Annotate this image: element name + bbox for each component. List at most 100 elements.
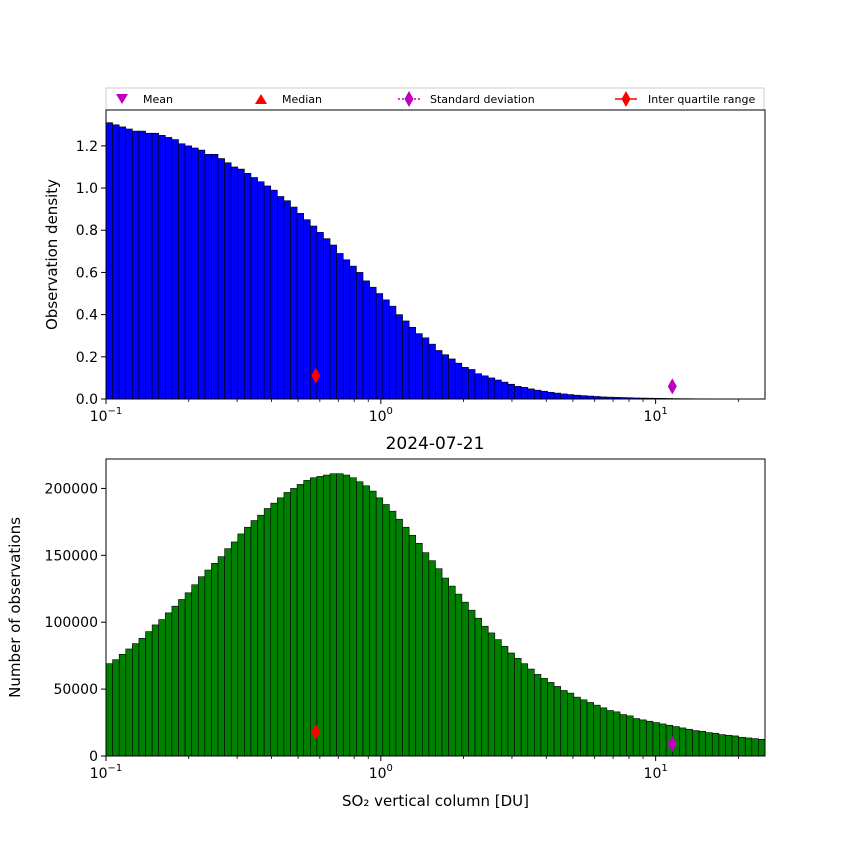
histogram-bar [290,206,298,400]
histogram-bar [118,126,127,400]
x-tick-label: 101 [644,406,668,425]
legend-label: Standard deviation [430,93,535,106]
histogram-bar [336,253,344,400]
histogram-bar [553,392,562,400]
std-marker [667,735,677,752]
count-axes-frame [105,458,766,757]
histogram-bar [698,730,706,757]
count-y-ticks: 0 50000 100000 150000 200000 [45,481,106,765]
count-bars [105,473,766,757]
histogram-bar [652,722,660,757]
x-tick-label: 101 [644,763,668,782]
histogram-bar [501,381,509,400]
histogram-bar [534,389,542,400]
histogram-bar [487,632,496,757]
histogram-bar [580,395,588,400]
histogram-bar [415,542,423,757]
histogram-bar [705,732,713,757]
histogram-bar [244,526,252,757]
density-y-axis-label: Observation density [43,179,61,330]
y-tick-label: 0.2 [76,350,98,366]
x-tick-label: 10−1 [90,763,123,782]
histogram-bar [448,358,456,400]
histogram-bar [540,390,548,400]
histogram-bar [580,699,588,757]
histogram-bar [178,599,186,757]
y-tick-label: 0.4 [76,308,98,324]
legend-label: Mean [143,93,173,106]
density-y-ticks: 0.0 0.2 0.4 0.6 0.8 1.0 1.2 [76,139,106,408]
legend: Mean Median Standard deviation Inter qua… [105,87,765,111]
histogram-bar [263,508,272,757]
histogram-bar [527,388,535,400]
histogram-bar [415,333,423,400]
density-axes-frame [105,109,766,400]
histogram-bar [171,139,179,400]
histogram-bar [204,154,212,400]
legend-entry-iqr: Inter quartile range [615,91,755,107]
legend-label: Median [282,93,322,106]
histogram-bar [184,592,192,757]
histogram-bar [448,585,456,757]
histogram-bar [679,727,687,757]
histogram-bar [197,149,206,400]
x-tick-label: 10−1 [90,406,123,425]
histogram-bar [303,219,311,400]
histogram-bar [599,707,608,757]
histogram-bar [731,735,739,757]
legend-entry-median: Median [255,93,322,106]
histogram-bar [151,132,160,400]
histogram-bar [296,484,304,757]
histogram-bar [422,337,430,400]
histogram-bar [250,177,258,400]
histogram-bar [685,728,693,757]
histogram-bar [441,354,449,400]
std-marker [667,378,677,395]
histogram-bar [659,723,667,757]
histogram-bar [342,474,351,757]
histogram-bar [118,654,127,757]
count-y-axis-label: Number of observations [6,517,24,698]
histogram-bar [566,692,575,757]
histogram-bar [138,637,146,757]
histogram-bar [553,686,562,757]
histogram-bar [329,473,337,757]
histogram-bar [395,314,403,400]
histogram-bar [290,488,298,757]
histogram-bar [158,135,166,400]
histogram-bar [125,128,133,400]
histogram-bar [461,367,469,400]
density-markers [311,367,677,395]
histogram-bar [402,320,410,400]
histogram-bar [573,394,581,400]
histogram-bar [375,497,384,757]
histogram-bar [586,702,594,757]
histogram-bar [283,200,291,400]
count-histogram-panel: 2024-07-21 0 50000 100000 150000 200000 10−1… [6,434,766,810]
histogram-bar [309,477,318,757]
histogram-bar [507,383,515,400]
histogram-bar [356,481,364,757]
histogram-bar [395,518,403,757]
histogram-bar [619,714,627,757]
y-tick-label: 1.2 [76,139,98,155]
histogram-bar [151,624,160,757]
histogram-bar [138,130,146,400]
histogram-bar [389,305,397,400]
histogram-bar [481,625,489,757]
histogram-bar [362,485,370,757]
histogram-bar [501,645,509,757]
histogram-bar [362,280,370,400]
density-histogram-panel: 0.0 0.2 0.4 0.6 0.8 1.0 1.2 10−1 100 101 Observa… [43,109,766,425]
histogram-bar [296,213,304,400]
histogram-bar [211,563,219,757]
histogram-bar [171,605,179,757]
histogram-bar [369,490,377,757]
histogram-bar [402,526,410,757]
histogram-bar [323,238,331,400]
histogram-bar [507,652,515,757]
histogram-bar [560,393,568,400]
histogram-bar [270,502,278,757]
histogram-bar [560,690,568,757]
y-tick-label: 50000 [53,682,98,698]
